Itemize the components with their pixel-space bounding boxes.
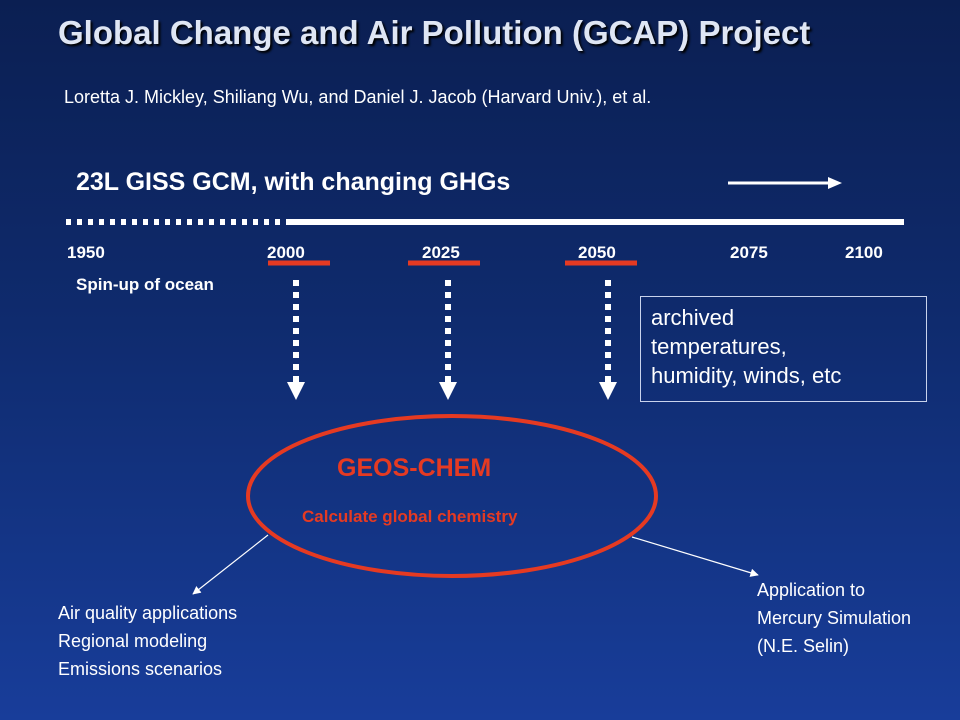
geos-chem-subtitle: Calculate global chemistry <box>302 507 518 526</box>
output-left-1: Air quality applications <box>58 603 238 623</box>
geos-chem-ellipse <box>246 414 658 578</box>
year-2050: 2050 <box>578 243 616 262</box>
year-2100: 2100 <box>845 243 883 262</box>
archived-line-3: humidity, winds, etc <box>651 363 842 388</box>
archived-line-2: temperatures, <box>651 334 787 359</box>
output-right-3: (N.E. Selin) <box>757 636 850 656</box>
output-left-2: Regional modeling <box>58 631 208 651</box>
arrow-to-air-quality <box>192 534 269 595</box>
geos-chem-title: GEOS-CHEM <box>337 454 492 482</box>
air-quality-outputs: Air quality applications Regional modeli… <box>58 599 358 683</box>
arrow-to-mercury <box>631 536 759 577</box>
year-2025: 2025 <box>422 243 460 262</box>
year-2000: 2000 <box>267 243 305 262</box>
spinup-label: Spin-up of ocean <box>76 275 214 294</box>
down-arrow-2025-head <box>439 382 457 400</box>
mercury-outputs: Application to Mercury Simulation (N.E. … <box>757 576 960 660</box>
archived-data-box: archived temperatures, humidity, winds, … <box>640 296 927 402</box>
gcm-label: 23L GISS GCM, with changing GHGs <box>76 168 511 196</box>
year-2075: 2075 <box>730 243 768 262</box>
output-right-2: Mercury Simulation <box>757 608 912 628</box>
year-1950: 1950 <box>67 243 105 262</box>
down-arrow-2000-head <box>287 382 305 400</box>
time-arrow-head <box>828 177 842 189</box>
authors-line: Loretta J. Mickley, Shiliang Wu, and Dan… <box>64 87 652 107</box>
output-left-3: Emissions scenarios <box>58 659 223 679</box>
down-arrow-2050-head <box>599 382 617 400</box>
slide-title: Global Change and Air Pollution (GCAP) P… <box>58 14 811 51</box>
archived-line-1: archived <box>651 305 735 330</box>
output-right-1: Application to <box>757 580 866 600</box>
